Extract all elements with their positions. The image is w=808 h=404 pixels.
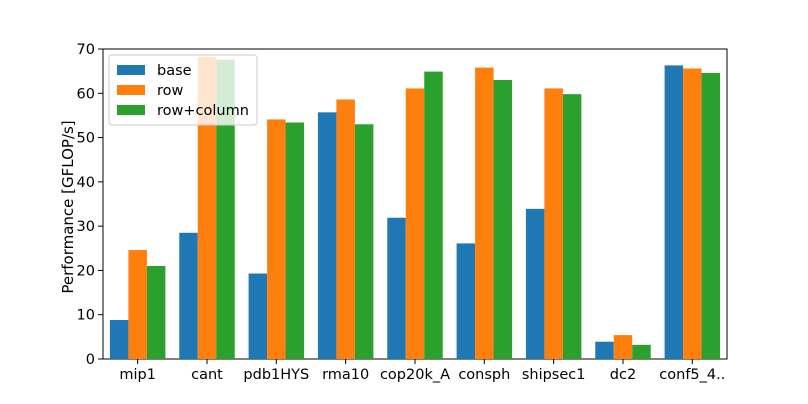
x-axis: mip1 cant pdb1HYS rma10 cop20k_A consph shipse… xyxy=(119,359,725,383)
x-tick-label: cop20k_A xyxy=(380,367,450,383)
bars-group xyxy=(109,56,721,360)
bar-row-column-consph xyxy=(493,80,513,359)
bar-row-column-shipsec1 xyxy=(562,94,582,360)
bar-row-conf5-4- xyxy=(683,68,702,360)
x-tick-label: shipsec1 xyxy=(522,367,586,383)
y-tick-label: 0 xyxy=(86,352,95,368)
bar-row-mip1 xyxy=(128,250,147,359)
bar-base-mip1 xyxy=(109,320,129,359)
bar-row-column-mip1 xyxy=(146,266,166,359)
bar-row-cop20k-A xyxy=(405,88,425,359)
bar-base-cop20k-A xyxy=(387,217,406,359)
x-tick-label: conf5_4.. xyxy=(659,367,725,383)
bar-row-column-cant xyxy=(216,59,235,359)
y-tick-label: 60 xyxy=(77,86,95,102)
bar-row-column-rma10 xyxy=(354,124,374,359)
legend-label: row+column xyxy=(157,103,249,119)
bar-row-column-dc2 xyxy=(632,344,651,359)
bar-base-shipsec1 xyxy=(525,208,545,359)
bar-row-dc2 xyxy=(613,335,633,359)
x-tick-label: rma10 xyxy=(322,367,369,383)
legend: base row row+column xyxy=(108,54,258,126)
bar-row-column-conf5-4- xyxy=(701,72,721,359)
bar-base-consph xyxy=(456,243,476,359)
y-tick-label: 20 xyxy=(77,263,95,279)
x-tick-label: pdb1HYS xyxy=(243,367,309,383)
y-axis-label: Performance [GFLOP/s] xyxy=(59,120,77,293)
legend-swatch xyxy=(117,85,145,95)
bar-base-pdb1HYS xyxy=(248,273,268,359)
bar-base-dc2 xyxy=(595,341,614,359)
y-tick-label: 50 xyxy=(77,131,95,147)
legend-swatch xyxy=(117,105,145,115)
y-tick-label: 10 xyxy=(77,308,95,324)
bar-row-pdb1HYS xyxy=(267,119,286,359)
y-tick-label: 70 xyxy=(77,42,95,58)
y-tick-label: 40 xyxy=(77,175,95,191)
x-tick-label: mip1 xyxy=(119,367,156,383)
x-tick-label: cant xyxy=(191,367,223,383)
bar-row-cant xyxy=(197,56,217,359)
x-tick-label: dc2 xyxy=(610,367,636,383)
y-tick-label: 30 xyxy=(77,219,95,235)
bar-row-rma10 xyxy=(336,99,355,360)
bar-row-consph xyxy=(475,67,494,359)
bar-base-conf5-4- xyxy=(664,65,684,359)
legend-label: row xyxy=(157,83,184,99)
bar-row-shipsec1 xyxy=(544,88,563,359)
y-axis: 0 10 20 30 40 50 60 70 xyxy=(77,42,103,368)
legend-box xyxy=(108,54,258,126)
legend-label: base xyxy=(157,63,192,79)
bar-base-rma10 xyxy=(317,112,337,359)
legend-swatch xyxy=(117,65,145,75)
x-tick-label: consph xyxy=(458,367,510,383)
bar-row-column-pdb1HYS xyxy=(285,122,305,359)
bar-base-cant xyxy=(179,232,198,359)
bar-row-column-cop20k-A xyxy=(424,71,443,359)
